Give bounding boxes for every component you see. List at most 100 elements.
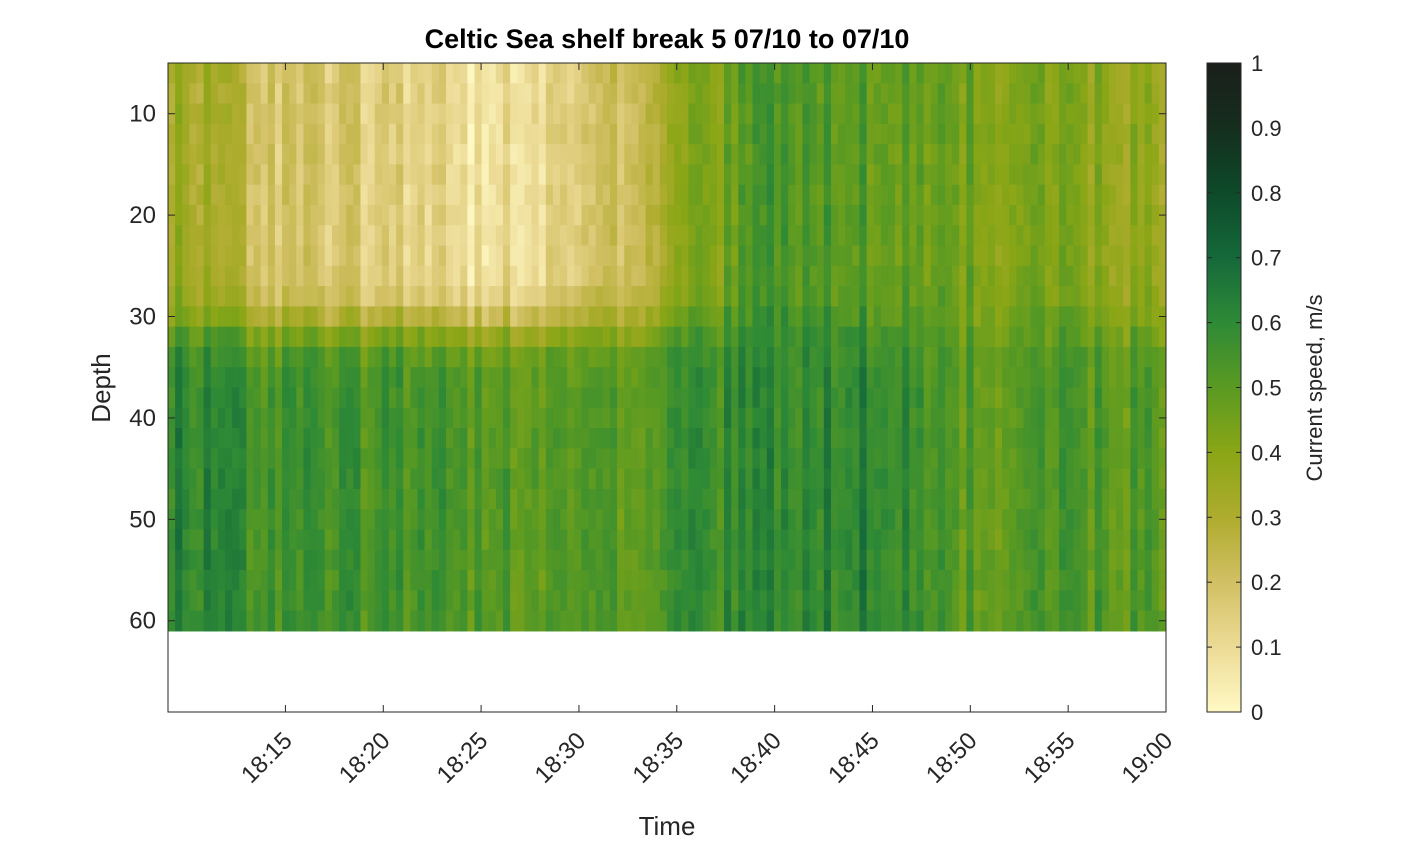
heatmap-cell bbox=[695, 103, 704, 125]
heatmap-cell bbox=[724, 529, 732, 551]
heatmap-cell bbox=[1059, 265, 1067, 287]
heatmap-cell bbox=[232, 265, 240, 287]
heatmap-cell bbox=[667, 346, 675, 368]
heatmap-cell bbox=[481, 529, 490, 551]
heatmap-cell bbox=[937, 265, 946, 287]
heatmap-cell bbox=[866, 245, 875, 267]
heatmap-cell bbox=[1073, 225, 1082, 247]
heatmap-cell bbox=[823, 468, 832, 490]
heatmap-cell bbox=[1066, 610, 1074, 632]
heatmap-cell bbox=[816, 488, 825, 510]
heatmap-cell bbox=[495, 570, 504, 591]
heatmap-cell bbox=[923, 144, 932, 166]
heatmap-cell bbox=[417, 346, 426, 368]
heatmap-cell bbox=[217, 488, 226, 510]
heatmap-cell bbox=[823, 367, 832, 389]
heatmap-cell bbox=[781, 326, 789, 348]
heatmap-cell bbox=[339, 488, 347, 510]
heatmap-cell bbox=[274, 265, 283, 287]
heatmap-cell bbox=[1101, 428, 1110, 449]
heatmap-cell bbox=[346, 225, 354, 247]
heatmap-cell bbox=[994, 570, 1003, 591]
heatmap-cell bbox=[467, 326, 476, 348]
heatmap-cell bbox=[652, 570, 661, 591]
heatmap-cell bbox=[816, 529, 825, 551]
heatmap-cell bbox=[424, 346, 433, 368]
heatmap-cell bbox=[388, 610, 397, 632]
heatmap-cell bbox=[481, 570, 490, 591]
heatmap-cell bbox=[945, 346, 953, 368]
heatmap-cell bbox=[1044, 265, 1053, 287]
heatmap-cell bbox=[1030, 225, 1039, 247]
heatmap-cell bbox=[617, 63, 625, 84]
heatmap-cell bbox=[488, 306, 497, 328]
heatmap-cell bbox=[923, 123, 932, 145]
heatmap-cell bbox=[552, 590, 561, 612]
heatmap-cell bbox=[346, 184, 354, 206]
heatmap-cell bbox=[524, 610, 533, 632]
heatmap-cell bbox=[488, 407, 497, 429]
heatmap-cell bbox=[567, 83, 575, 105]
heatmap-cell bbox=[388, 448, 397, 470]
heatmap-cell bbox=[381, 63, 390, 84]
heatmap-cell bbox=[759, 326, 768, 348]
heatmap-cell bbox=[296, 428, 305, 449]
heatmap-cell bbox=[353, 184, 362, 206]
heatmap-cell bbox=[887, 83, 896, 105]
heatmap-cell bbox=[225, 63, 233, 84]
heatmap-cell bbox=[267, 245, 276, 267]
heatmap-cell bbox=[937, 448, 946, 470]
heatmap-cell bbox=[310, 144, 319, 166]
heatmap-cell bbox=[773, 245, 782, 267]
heatmap-cell bbox=[716, 387, 725, 409]
heatmap-cell bbox=[816, 570, 825, 591]
heatmap-cell bbox=[517, 103, 526, 125]
heatmap-cell bbox=[731, 184, 739, 206]
heatmap-cell bbox=[289, 286, 297, 307]
heatmap-cell bbox=[895, 245, 903, 267]
heatmap-cell bbox=[816, 63, 825, 84]
heatmap-cell bbox=[1158, 326, 1166, 348]
heatmap-cell bbox=[510, 306, 518, 328]
heatmap-cell bbox=[438, 346, 447, 368]
heatmap-cell bbox=[324, 509, 333, 531]
heatmap-cell bbox=[239, 428, 248, 449]
heatmap-cell bbox=[738, 468, 747, 490]
heatmap-cell bbox=[182, 286, 190, 307]
heatmap-cell bbox=[438, 286, 447, 307]
heatmap-cell bbox=[417, 509, 426, 531]
heatmap-cell bbox=[367, 83, 376, 105]
heatmap-cell bbox=[495, 509, 504, 531]
heatmap-cell bbox=[937, 306, 946, 328]
heatmap-cell bbox=[937, 245, 946, 267]
heatmap-cell bbox=[360, 326, 369, 348]
heatmap-cell bbox=[438, 326, 447, 348]
heatmap-cell bbox=[488, 468, 497, 490]
heatmap-cell bbox=[659, 265, 668, 287]
heatmap-cell bbox=[588, 245, 597, 267]
colorbar-tick-label: 0.1 bbox=[1251, 635, 1282, 660]
heatmap-cell bbox=[446, 367, 454, 389]
heatmap-cell bbox=[552, 164, 561, 186]
heatmap-cell bbox=[217, 529, 226, 551]
heatmap-cell bbox=[1044, 367, 1053, 389]
heatmap-cell bbox=[481, 610, 490, 632]
heatmap-cell bbox=[930, 529, 939, 551]
heatmap-cell bbox=[488, 286, 497, 307]
heatmap-cell bbox=[246, 245, 255, 267]
heatmap-cell bbox=[488, 367, 497, 389]
heatmap-cell bbox=[560, 63, 568, 84]
heatmap-cell bbox=[388, 103, 397, 125]
heatmap-cell bbox=[716, 428, 725, 449]
colorbar-tick-label: 0.2 bbox=[1251, 570, 1282, 595]
heatmap-cell bbox=[980, 509, 989, 531]
heatmap-cell bbox=[937, 367, 946, 389]
heatmap-cell bbox=[381, 326, 390, 348]
heatmap-cell bbox=[745, 428, 754, 449]
heatmap-cell bbox=[1116, 63, 1124, 84]
heatmap-cell bbox=[994, 448, 1003, 470]
heatmap-cell bbox=[845, 245, 853, 267]
heatmap-cell bbox=[823, 164, 832, 186]
heatmap-cell bbox=[781, 590, 789, 612]
heatmap-cell bbox=[880, 346, 889, 368]
